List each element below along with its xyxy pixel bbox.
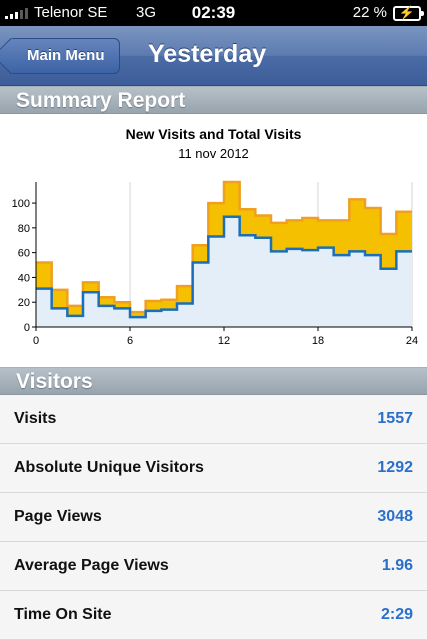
stat-row[interactable]: Page Views 3048 xyxy=(0,493,427,542)
y-tick-label: 80 xyxy=(18,223,30,235)
y-tick-label: 40 xyxy=(18,272,30,284)
stat-row[interactable]: Visits 1557 xyxy=(0,395,427,444)
stat-row[interactable]: Absolute Unique Visitors 1292 xyxy=(0,444,427,493)
stat-label: Absolute Unique Visitors xyxy=(14,459,204,476)
page-title: Yesterday xyxy=(148,40,267,68)
visits-chart: 0 20 40 60 80 100 0 6 12 18 24 xyxy=(12,180,418,347)
x-tick-label: 6 xyxy=(127,335,133,347)
stat-label: Time On Site xyxy=(14,606,112,623)
visitors-stats-list: Visits 1557 Absolute Unique Visitors 1292 Pa… xyxy=(0,395,427,640)
navigation-bar: Main Menu Yesterday xyxy=(0,26,427,86)
stat-row[interactable]: Average Page Views 1.96 xyxy=(0,542,427,591)
battery-icon: ⚡ xyxy=(393,5,424,21)
new-visits-line xyxy=(36,215,412,319)
chart-title: New Visits and Total Visits xyxy=(125,126,302,142)
new-visits-area xyxy=(36,216,412,327)
stat-value: 3048 xyxy=(377,508,413,525)
y-tick-label: 60 xyxy=(18,248,30,260)
chart-subtitle: 11 nov 2012 xyxy=(178,146,249,161)
network-type: 3G xyxy=(136,4,157,21)
y-tick-label: 0 xyxy=(24,322,30,334)
stat-value: 1557 xyxy=(377,410,413,427)
clock: 02:39 xyxy=(191,3,236,22)
x-tick-label: 24 xyxy=(406,335,418,347)
stat-label: Visits xyxy=(14,410,57,427)
y-tick-label: 20 xyxy=(18,297,30,309)
carrier-name: Telenor SE xyxy=(34,4,108,21)
stat-label: Page Views xyxy=(14,508,102,525)
visits-chart-panel: 0 20 40 60 80 100 0 6 12 18 24 New Visits and Tota… xyxy=(0,114,427,367)
x-tick-label: 12 xyxy=(218,335,230,347)
y-tick-label: 100 xyxy=(12,198,30,210)
stat-value: 1292 xyxy=(377,459,413,476)
stat-value: 2:29 xyxy=(380,606,413,623)
x-tick-label: 18 xyxy=(312,335,324,347)
stat-value: 1.96 xyxy=(381,557,413,574)
x-tick-label: 0 xyxy=(33,335,39,347)
summary-report-header: Summary Report xyxy=(0,86,427,114)
stat-row[interactable]: Time On Site 2:29 xyxy=(0,591,427,640)
main-menu-back-button[interactable]: Main Menu xyxy=(8,38,120,74)
back-button-label: Main Menu xyxy=(27,47,105,64)
battery-percentage: 22 % xyxy=(352,4,387,21)
signal-strength-icon xyxy=(5,8,28,19)
visitors-header: Visitors xyxy=(0,367,427,395)
status-bar: Telenor SE 3G 02:39 22 % ⚡ xyxy=(0,0,427,26)
stat-label: Average Page Views xyxy=(14,557,169,574)
